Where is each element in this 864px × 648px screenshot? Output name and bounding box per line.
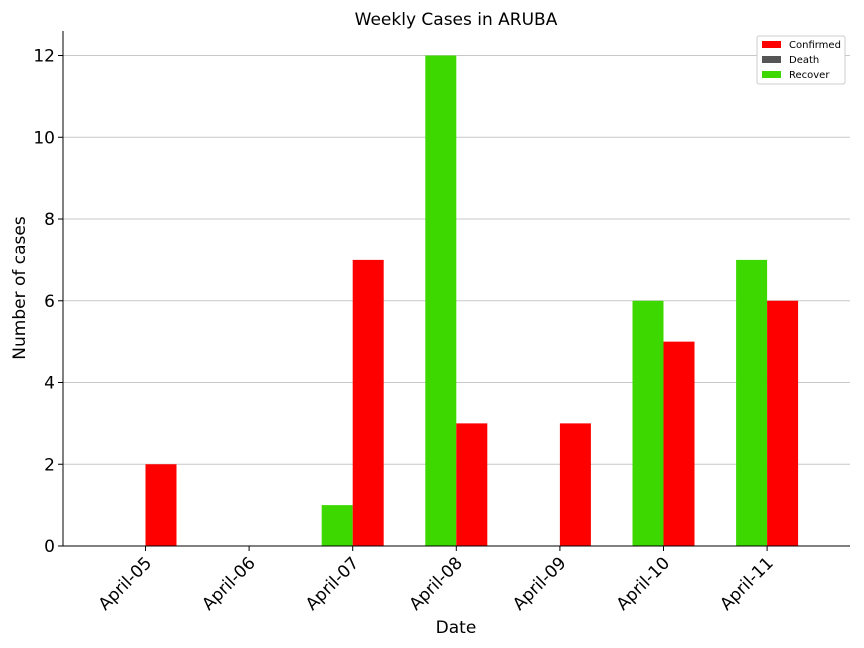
- bar-recover-april-08: [425, 55, 457, 547]
- x-ticks: April-05 April-06 April-07 April-08 April-09…: [95, 546, 778, 615]
- chart-title: Weekly Cases in ARUBA: [355, 10, 558, 30]
- x-tick-label: April-08: [406, 553, 467, 614]
- y-tick-label: 10: [33, 128, 55, 148]
- bar-confirmed-april-09: [559, 423, 591, 546]
- bar-confirmed-april-05: [145, 464, 177, 546]
- x-tick-label: April-11: [716, 553, 777, 614]
- bar-confirmed-april-11: [767, 300, 799, 546]
- legend-swatch-confirmed: [762, 41, 781, 48]
- y-ticks: 0 2 4 6 8 10 12: [33, 47, 63, 557]
- y-tick-label: 2: [44, 455, 55, 475]
- x-tick-label: April-10: [613, 553, 674, 614]
- y-tick-label: 8: [44, 210, 55, 230]
- legend-swatch-death: [762, 56, 781, 63]
- x-tick-label: April-07: [302, 553, 363, 614]
- x-axis-label: Date: [436, 618, 477, 638]
- x-tick-label: April-09: [509, 553, 570, 614]
- x-tick-label: April-05: [95, 553, 156, 614]
- bar-recover-april-07: [321, 505, 353, 546]
- bar-confirmed-april-08: [456, 423, 488, 546]
- legend-label-death: Death: [789, 55, 819, 66]
- y-tick-label: 4: [44, 374, 55, 394]
- bar-recover-april-10: [632, 300, 664, 546]
- bars: [145, 55, 799, 547]
- legend-label-confirmed: Confirmed: [789, 40, 841, 51]
- legend: Confirmed Death Recover: [756, 35, 846, 85]
- legend-label-recover: Recover: [789, 70, 830, 81]
- y-tick-label: 12: [33, 47, 55, 67]
- legend-swatch-recover: [762, 71, 781, 78]
- bar-confirmed-april-07: [352, 259, 384, 546]
- y-tick-label: 6: [44, 292, 55, 312]
- x-tick-label: April-06: [198, 553, 259, 614]
- y-axis-label: Number of cases: [10, 216, 30, 360]
- bar-confirmed-april-10: [663, 341, 695, 546]
- bar-recover-april-11: [736, 259, 768, 546]
- grid-lines: [63, 55, 850, 465]
- y-tick-label: 0: [44, 537, 55, 557]
